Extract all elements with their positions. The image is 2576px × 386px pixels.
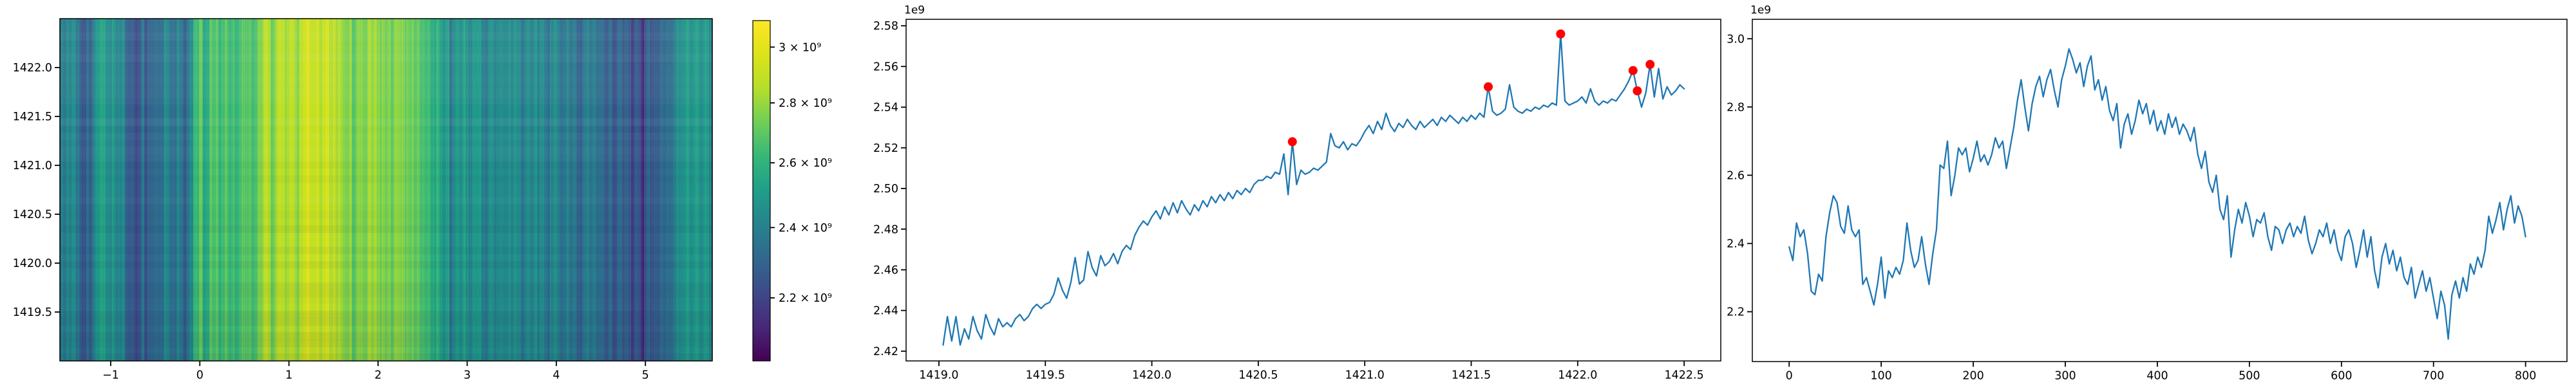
y-tick-label: 2.8 — [1727, 101, 1745, 114]
x-tick-label: 300 — [2054, 370, 2076, 383]
peak-marker — [1628, 66, 1638, 75]
y-tick-label: 2.50 — [873, 183, 898, 196]
colorbar-gradient — [752, 20, 771, 362]
x-tick-label: 400 — [2146, 370, 2168, 383]
x-tick-label: 1420.0 — [1132, 369, 1171, 382]
x-tick-label: 0 — [196, 369, 204, 382]
x-tick-label: 500 — [2239, 370, 2260, 383]
y-tick-label: 2.52 — [873, 142, 898, 155]
y-tick-label: 2.56 — [873, 60, 898, 73]
y-tick-label: 2.42 — [873, 345, 898, 358]
colorbar-tick-label: 2.6 × 10⁹ — [779, 157, 832, 170]
y-tick-label: 2.48 — [873, 223, 898, 236]
colorbar-tick-label: 2.4 × 10⁹ — [779, 222, 832, 235]
x-tick-label: 1421.5 — [1452, 369, 1491, 382]
x-tick-label: 1 — [285, 369, 292, 382]
x-tick-label: 1420.5 — [1238, 369, 1278, 382]
y-tick-label: 2.6 — [1727, 170, 1745, 183]
x-tick-label: 800 — [2515, 370, 2536, 383]
peak-marker — [1483, 82, 1493, 91]
x-tick-label: 5 — [642, 369, 649, 382]
y-tick-label: 1421.0 — [13, 160, 52, 172]
x-tick-label: 3 — [464, 369, 471, 382]
y-tick-label: 2.4 — [1727, 238, 1745, 251]
x-tick-label: 200 — [1962, 370, 1984, 383]
colorbar-tick-label: 2.8 × 10⁹ — [779, 97, 832, 110]
panel-timeseries: 0 100 200 300 400 500 600 700 800 3.0 2.8 2.6 2.4 2.2 — [1727, 19, 2568, 383]
panel-heatmap: −1 0 1 2 3 4 5 1422.0 1421.5 1421.0 1420.5 1420.0 14… — [13, 18, 713, 382]
x-tick-label: 2 — [374, 369, 381, 382]
x-tick-label: 100 — [1870, 370, 1891, 383]
y-tick-label: 2.58 — [873, 20, 898, 33]
panel-spectrum-line — [942, 33, 1685, 346]
x-tick-label: 1419.0 — [919, 369, 958, 382]
y-tick-label: 1420.5 — [13, 208, 52, 221]
x-tick-label: 4 — [553, 369, 560, 382]
x-tick-label: 0 — [1786, 370, 1793, 383]
peak-marker — [1645, 60, 1655, 69]
panel-timeseries-line — [1788, 48, 2526, 340]
panel-spectrum: 1419.0 1419.5 1420.0 1420.5 1421.0 1421.5 1422… — [873, 19, 1721, 382]
peak-marker — [1633, 86, 1642, 96]
x-tick-label: −1 — [102, 369, 119, 382]
peak-marker — [1287, 137, 1297, 147]
x-tick-label: 700 — [2423, 370, 2444, 383]
offset-label-spectrum: 1e9 — [904, 4, 925, 17]
y-tick-label: 1420.0 — [13, 257, 52, 270]
x-tick-label: 1422.0 — [1558, 369, 1597, 382]
y-tick-label: 2.54 — [873, 102, 898, 115]
y-tick-label: 2.2 — [1727, 306, 1745, 319]
y-tick-label: 1422.0 — [13, 62, 52, 75]
colorbar-tick-label: 2.2 × 10⁹ — [779, 292, 832, 305]
y-axis-label-wx: WX — [0, 178, 1, 197]
y-tick-label: 2.46 — [873, 264, 898, 277]
x-tick-label: 600 — [2331, 370, 2352, 383]
y-tick-label: 1419.5 — [13, 306, 52, 319]
colorbar: 3 × 10⁹ 2.8 × 10⁹ 2.6 × 10⁹ 2.4 × 10⁹ 2.2 × … — [752, 20, 832, 362]
y-tick-label: 1421.5 — [13, 111, 52, 124]
y-tick-label: 2.44 — [873, 305, 898, 318]
offset-label-timeseries: 1e9 — [1750, 4, 1772, 17]
x-tick-label: 1422.5 — [1665, 369, 1704, 382]
y-tick-label: 3.0 — [1727, 33, 1745, 46]
peak-marker — [1556, 29, 1566, 39]
x-tick-label: 1421.0 — [1345, 369, 1385, 382]
colorbar-tick-label: 3 × 10⁹ — [779, 41, 821, 54]
x-tick-label: 1419.5 — [1026, 369, 1065, 382]
